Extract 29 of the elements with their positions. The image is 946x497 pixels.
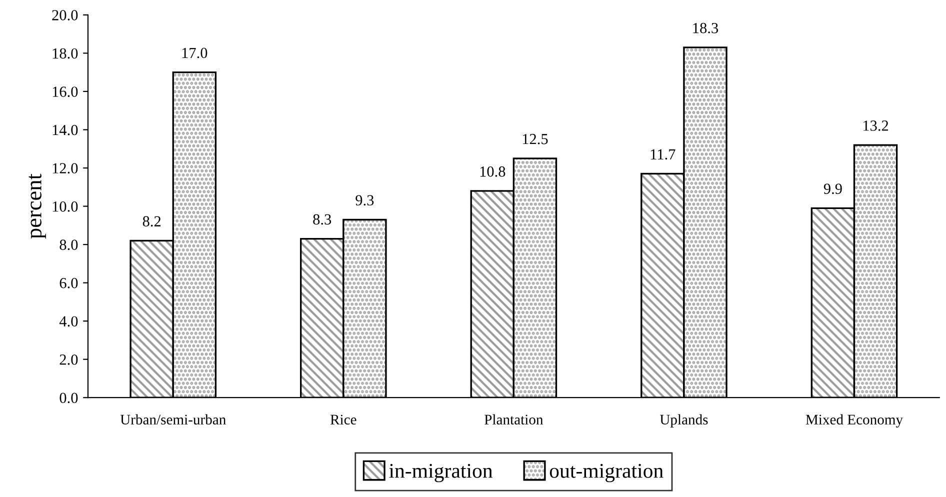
y-axis-title: percent xyxy=(28,174,46,239)
data-label: 18.3 xyxy=(693,22,718,34)
data-label: 8.2 xyxy=(142,216,161,227)
y-tick-label: 18.0 xyxy=(52,48,78,59)
y-tick-label: 0.0 xyxy=(60,392,78,404)
data-label: 8.3 xyxy=(313,214,332,225)
y-tick-label: 2.0 xyxy=(60,354,78,365)
x-tick-label: Plantation xyxy=(484,414,544,425)
y-tick-label: 6.0 xyxy=(60,278,78,288)
x-tick-label: Urban/semi-urban xyxy=(120,414,226,425)
data-label: 17.0 xyxy=(182,48,208,58)
data-label: 9.9 xyxy=(824,184,842,194)
y-tick-label: 14.0 xyxy=(52,124,78,136)
data-label: 9.3 xyxy=(356,195,374,206)
legend-label: in-migration xyxy=(389,464,493,482)
y-tick-label: 16.0 xyxy=(52,86,78,97)
y-tick-label: 8.0 xyxy=(60,240,78,250)
data-label: 13.2 xyxy=(864,120,888,131)
x-tick-label: Mixed Economy xyxy=(806,414,903,428)
data-label: 12.5 xyxy=(522,134,548,144)
data-label: 10.8 xyxy=(480,166,506,177)
y-tick-label: 4.0 xyxy=(59,316,78,327)
legend-label: out-migration xyxy=(550,464,664,482)
y-tick-label: 20.0 xyxy=(52,10,78,20)
y-tick-label: 10.0 xyxy=(52,201,78,212)
x-tick-label: Rice xyxy=(330,414,356,425)
y-tick-label: 12.0 xyxy=(52,163,78,174)
data-label: 11.7 xyxy=(650,149,676,160)
x-tick-label: Uplands xyxy=(660,414,708,428)
